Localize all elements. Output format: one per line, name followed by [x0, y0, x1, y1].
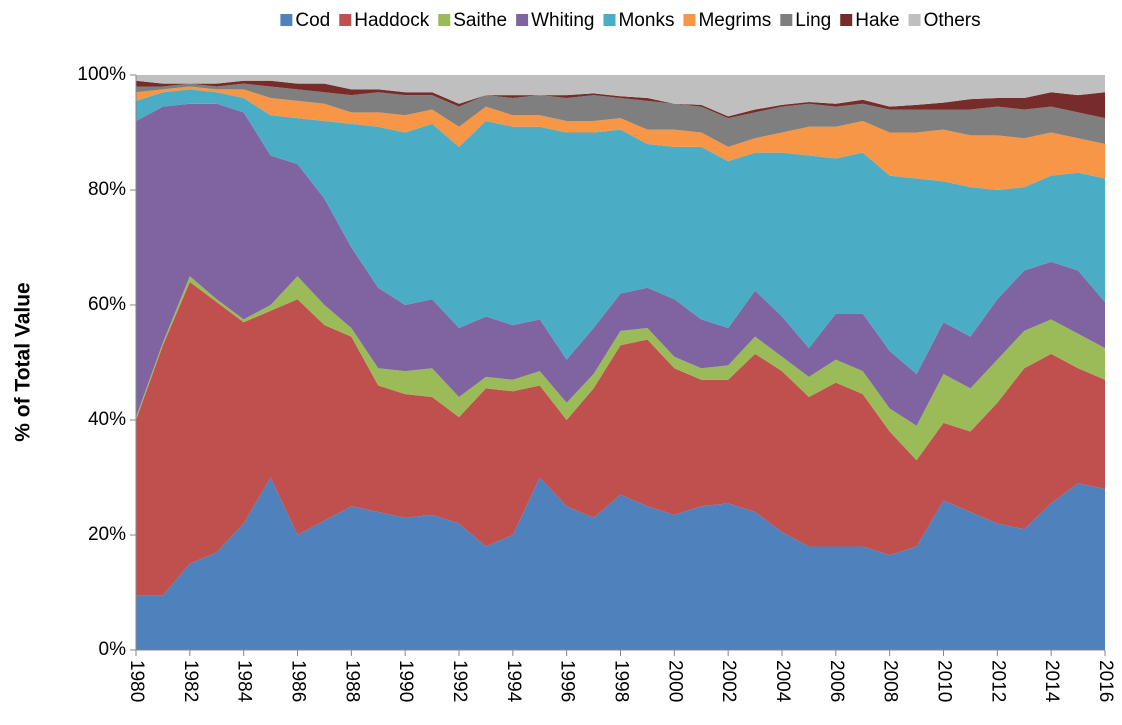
- legend-item: Saithe: [438, 10, 507, 31]
- y-tick-label: 60%: [88, 294, 126, 315]
- legend-item: Others: [908, 10, 981, 31]
- x-tick-label: 1998: [610, 660, 631, 702]
- legend-swatch: [280, 14, 293, 26]
- legend-swatch: [339, 14, 352, 26]
- legend-item: Cod: [280, 10, 330, 31]
- legend-swatch: [908, 14, 921, 26]
- legend-swatch: [780, 14, 793, 26]
- legend-label: Megrims: [698, 10, 771, 31]
- legend-swatch: [438, 14, 451, 26]
- area: [136, 89, 1105, 374]
- area: [136, 83, 1105, 147]
- x-tick-label: 1990: [395, 660, 416, 702]
- area: [136, 80, 1105, 119]
- legend-item: Hake: [840, 10, 900, 31]
- x-tick-label: 2002: [718, 660, 739, 702]
- x-tick-label: 1996: [557, 660, 578, 702]
- area: [136, 103, 1105, 426]
- legend-label: Whiting: [531, 10, 594, 31]
- x-tick-label: 1980: [126, 660, 147, 702]
- legend-label: Monks: [618, 10, 674, 31]
- x-tick-label: 1982: [180, 660, 201, 702]
- x-tick-label: 2004: [772, 660, 793, 703]
- legend-label: Others: [924, 10, 981, 31]
- legend-item: Ling: [780, 10, 831, 31]
- x-tick-label: 1994: [503, 660, 524, 703]
- y-tick-label: 0%: [99, 639, 127, 660]
- legend-label: Hake: [855, 10, 899, 31]
- x-tick-label: 2010: [933, 660, 954, 702]
- x-tick-label: 1988: [341, 660, 362, 702]
- legend-swatch: [683, 14, 696, 26]
- area: [136, 282, 1105, 596]
- legend-swatch: [516, 14, 529, 26]
- y-axis-label: % of Total Value: [12, 282, 35, 441]
- legend-swatch: [603, 14, 616, 26]
- x-tick-label: 1984: [234, 660, 255, 703]
- legend-label: Saithe: [453, 10, 507, 31]
- legend-swatch: [840, 14, 853, 26]
- legend-label: Ling: [795, 10, 831, 31]
- x-tick-label: 1986: [287, 660, 308, 702]
- legend-label: Cod: [295, 10, 330, 31]
- legend-item: Haddock: [339, 10, 430, 31]
- legend-label: Haddock: [354, 10, 429, 31]
- x-tick-label: 2006: [826, 660, 847, 702]
- y-tick-label: 100%: [77, 64, 126, 85]
- x-tick-label: 1992: [449, 660, 470, 702]
- x-tick-label: 2000: [664, 660, 685, 702]
- legend-item: Megrims: [683, 10, 771, 31]
- plot-area: [136, 75, 1105, 650]
- y-tick-label: 20%: [88, 524, 126, 545]
- y-tick-label: 40%: [88, 409, 126, 430]
- area: [136, 75, 1105, 117]
- legend-item: Whiting: [516, 10, 594, 31]
- area: [136, 477, 1105, 650]
- legend-item: Monks: [603, 10, 674, 31]
- x-tick-label: 2008: [880, 660, 901, 702]
- y-tick-label: 80%: [88, 179, 126, 200]
- x-tick-label: 2012: [987, 660, 1008, 702]
- x-tick-label: 2014: [1041, 660, 1062, 703]
- x-tick-label: 2016: [1095, 660, 1116, 702]
